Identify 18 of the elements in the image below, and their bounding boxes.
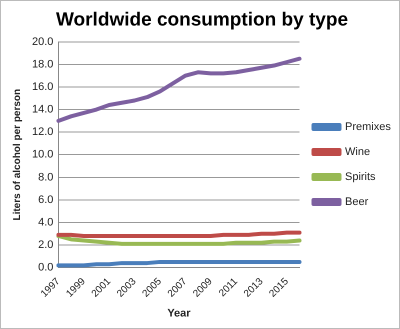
y-tick-label: 4.0 bbox=[38, 216, 54, 228]
y-tick-label: 0.0 bbox=[38, 262, 54, 274]
y-tick-label: 10.0 bbox=[32, 148, 54, 161]
legend-label: Beer bbox=[345, 196, 369, 208]
y-tick-label: 12.0 bbox=[32, 126, 54, 138]
chart-title: Worldwide consumption by type bbox=[56, 10, 348, 31]
legend-label: Wine bbox=[345, 146, 370, 158]
legend-label: Premixes bbox=[345, 121, 392, 134]
y-tick-label: 2.0 bbox=[38, 239, 54, 252]
y-tick-label: 8.0 bbox=[38, 171, 54, 184]
x-axis-title: Year bbox=[167, 307, 192, 320]
y-tick-label: 18.0 bbox=[32, 58, 54, 70]
y-tick-label: 6.0 bbox=[38, 194, 54, 206]
legend-label: Spirits bbox=[345, 171, 376, 184]
y-axis-title: Liters of alcohol per person bbox=[12, 88, 23, 221]
y-tick-label: 14.0 bbox=[32, 104, 54, 116]
y-tick-label: 20.0 bbox=[32, 36, 54, 48]
y-tick-label: 16.0 bbox=[32, 80, 54, 93]
